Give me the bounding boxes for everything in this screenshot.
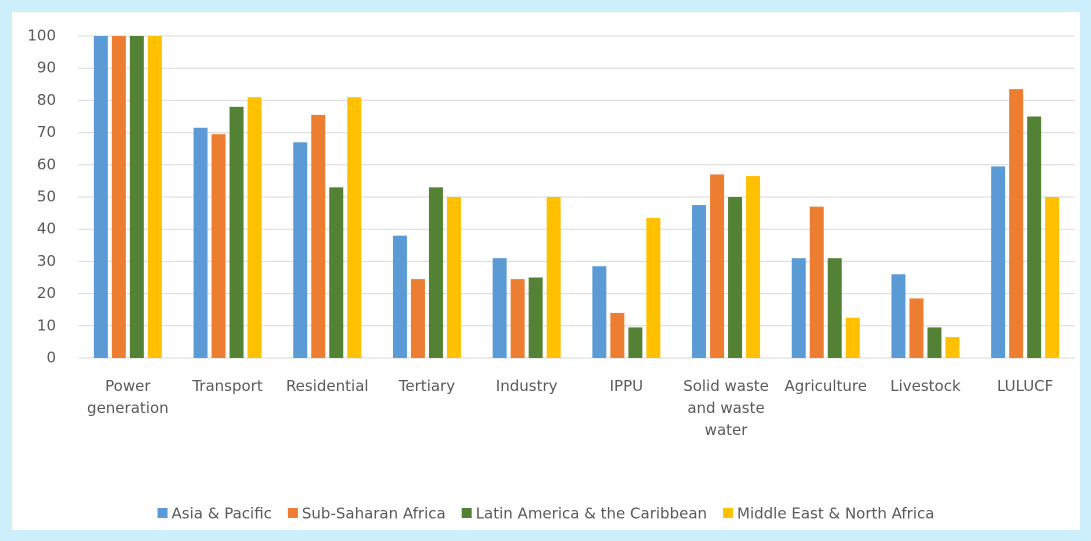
bar	[891, 274, 906, 358]
bar	[1045, 197, 1060, 358]
legend-swatch	[157, 508, 168, 518]
legend-swatch	[723, 508, 734, 518]
bar	[909, 298, 924, 358]
bar	[628, 327, 643, 358]
x-tick-label: LULUCF	[997, 377, 1053, 395]
bar	[293, 142, 308, 358]
legend-label: Asia & Pacific	[172, 505, 272, 523]
bar	[229, 106, 244, 358]
y-tick-label: 100	[27, 27, 56, 45]
bar	[746, 176, 761, 358]
bar	[311, 114, 326, 358]
bar	[247, 97, 262, 359]
bar	[428, 187, 443, 358]
chart-area	[12, 12, 1080, 530]
bar	[211, 134, 226, 358]
bar	[347, 97, 362, 359]
bar	[546, 197, 561, 358]
bar	[329, 187, 344, 358]
bar	[592, 266, 607, 358]
bar	[809, 206, 824, 358]
y-tick-label: 60	[37, 155, 56, 173]
bar	[692, 205, 707, 358]
x-tick-label: Industry	[496, 377, 558, 395]
bar	[392, 235, 407, 358]
bar	[193, 127, 208, 359]
bar	[129, 36, 144, 358]
y-tick-label: 30	[37, 252, 56, 270]
bar	[147, 36, 162, 358]
bar	[1009, 89, 1024, 358]
bar	[1027, 116, 1042, 358]
bar	[410, 279, 425, 358]
bar	[710, 174, 725, 358]
bar	[791, 258, 806, 358]
y-tick-label: 50	[37, 188, 56, 206]
y-tick-label: 0	[46, 349, 56, 367]
bar	[945, 337, 960, 358]
legend-label: Middle East & North Africa	[737, 505, 934, 523]
y-tick-label: 40	[37, 220, 56, 238]
legend: Asia & Pacific Sub-Saharan Africa Latin Am…	[157, 505, 934, 523]
y-tick-label: 10	[37, 316, 56, 334]
bar	[93, 36, 108, 358]
y-tick-label: 90	[37, 59, 56, 77]
legend-label: Latin America & the Caribbean	[476, 505, 707, 523]
x-tick-label: IPPU	[610, 377, 644, 395]
bar	[927, 327, 942, 358]
y-tick-label: 70	[37, 123, 56, 141]
x-tick-label: Transport	[191, 377, 263, 395]
legend-swatch	[287, 508, 298, 518]
bar	[827, 258, 842, 358]
x-tick-label: Power generation	[87, 377, 169, 417]
x-tick-label: Solid waste and waste water	[683, 377, 769, 439]
bar	[111, 36, 126, 358]
bar	[646, 217, 661, 358]
bar	[728, 197, 743, 358]
x-tick-label: Tertiary	[398, 377, 455, 395]
x-tick-label: Livestock	[890, 377, 961, 395]
x-tick-label: Agriculture	[785, 377, 868, 395]
x-tick-label: Residential	[286, 377, 369, 395]
bar	[845, 317, 860, 358]
legend-label: Sub-Saharan Africa	[302, 505, 446, 523]
y-tick-label: 20	[37, 284, 56, 302]
bar	[510, 279, 525, 358]
bar	[446, 197, 461, 358]
bar	[528, 277, 543, 358]
bar	[492, 258, 507, 358]
y-tick-label: 80	[37, 91, 56, 109]
bar	[610, 312, 625, 358]
legend-swatch	[461, 508, 472, 518]
bar	[991, 166, 1006, 358]
